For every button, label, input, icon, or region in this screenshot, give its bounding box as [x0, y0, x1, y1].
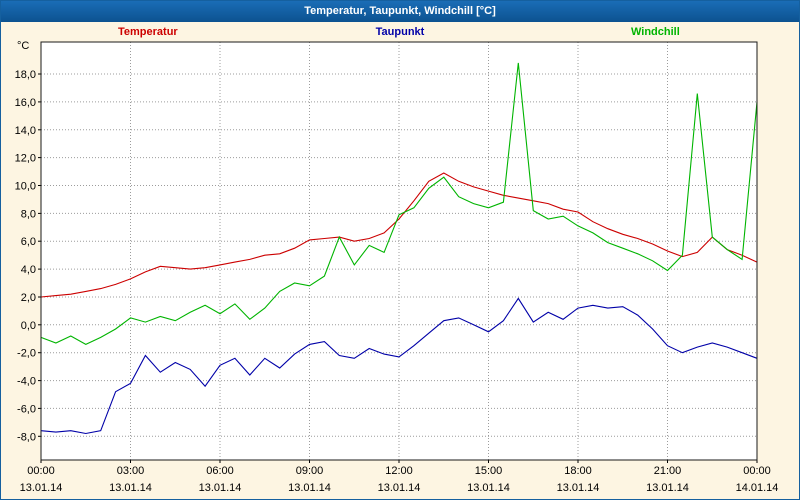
series-line-taupunkt [40, 297, 758, 435]
y-tick-label: 12,0 [15, 153, 36, 165]
x-tick-date-label: 14.01.14 [736, 482, 779, 494]
x-tick-date-label: 13.01.14 [467, 482, 510, 494]
legend-temperatur: Temperatur [118, 26, 178, 38]
x-tick-date-label: 13.01.14 [109, 482, 152, 494]
window-title: Temperatur, Taupunkt, Windchill [°C] [1, 1, 799, 22]
plot-background [41, 42, 757, 460]
x-tick-time-label: 00:00 [743, 465, 771, 477]
y-tick-label: 6,0 [21, 236, 36, 248]
y-tick-label: -6,0 [17, 403, 36, 415]
x-tick-time-label: 18:00 [564, 465, 592, 477]
x-tick-time-label: 09:00 [296, 465, 324, 477]
x-tick-time-label: 15:00 [475, 465, 503, 477]
y-tick-label: -2,0 [17, 348, 36, 360]
y-tick-label: 4,0 [21, 264, 36, 276]
legend-taupunkt: Taupunkt [375, 26, 425, 38]
y-tick-label: 10,0 [15, 181, 36, 193]
y-axis-unit-label: °C [17, 40, 30, 52]
x-tick-date-label: 13.01.14 [646, 482, 689, 494]
x-tick-date-label: 13.01.14 [20, 482, 63, 494]
y-tick-label: 0,0 [21, 320, 36, 332]
x-tick-time-label: 00:00 [27, 465, 55, 477]
x-tick-time-label: 06:00 [206, 465, 234, 477]
x-tick-time-label: 21:00 [654, 465, 682, 477]
y-tick-label: 8,0 [21, 208, 36, 220]
x-tick-time-label: 12:00 [385, 465, 413, 477]
series-line-temperatur [40, 172, 758, 298]
y-tick-label: -4,0 [17, 376, 36, 388]
y-tick-label: 2,0 [21, 292, 36, 304]
x-tick-date-label: 13.01.14 [288, 482, 331, 494]
plot-border [40, 41, 758, 461]
y-tick-label: -8,0 [17, 431, 36, 443]
y-tick-label: 16,0 [15, 97, 36, 109]
x-tick-time-label: 03:00 [117, 465, 145, 477]
x-tick-date-label: 13.01.14 [378, 482, 421, 494]
series-line-windchill [40, 62, 758, 346]
y-tick-label: 14,0 [15, 125, 36, 137]
y-tick-label: 18,0 [15, 69, 36, 81]
x-tick-date-label: 13.01.14 [557, 482, 600, 494]
legend-windchill: Windchill [631, 26, 680, 38]
x-tick-date-label: 13.01.14 [199, 482, 242, 494]
